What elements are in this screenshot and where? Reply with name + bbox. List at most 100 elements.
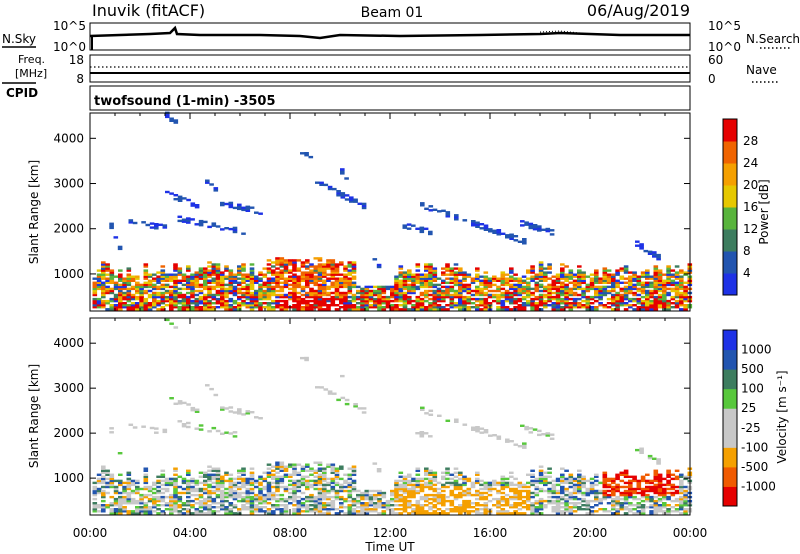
range-gate-cell xyxy=(143,306,149,309)
range-gate-cell xyxy=(509,293,514,297)
range-gate-cell xyxy=(683,512,688,515)
range-gate-cell xyxy=(521,287,527,291)
range-gate-cell xyxy=(619,299,625,303)
range-gate-cell xyxy=(190,204,196,207)
range-gate-cell xyxy=(101,477,106,481)
range-gate-cell xyxy=(402,277,408,280)
range-gate-cell xyxy=(211,273,217,276)
range-gate-cell xyxy=(653,479,659,483)
range-gate-cell xyxy=(445,469,450,472)
range-gate-cell xyxy=(432,512,438,515)
range-gate-cell xyxy=(147,306,153,309)
range-gate-cell xyxy=(109,475,115,478)
range-gate-cell xyxy=(589,277,595,280)
range-gate-cell xyxy=(530,271,535,274)
range-gate-cell xyxy=(249,295,255,299)
range-gate-cell xyxy=(173,295,178,299)
range-gate-cell xyxy=(453,271,459,274)
range-gate-cell xyxy=(317,495,323,499)
range-gate-cell xyxy=(101,289,106,293)
range-gate-cell xyxy=(496,297,501,301)
range-gate-cell xyxy=(313,279,319,282)
range-gate-cell xyxy=(589,487,595,491)
range-gate-cell xyxy=(521,489,527,493)
range-gate-cell xyxy=(623,293,629,297)
range-gate-cell xyxy=(326,308,331,311)
freq-right-tick-bottom: 0 xyxy=(708,72,716,86)
range-gate-cell xyxy=(169,495,174,499)
range-gate-cell xyxy=(445,263,450,266)
range-gate-cell xyxy=(611,477,616,481)
range-gate-cell xyxy=(453,281,459,284)
range-gate-cell xyxy=(279,469,285,472)
range-gate-cell xyxy=(322,275,327,278)
range-gate-cell xyxy=(606,281,612,284)
range-gate-cell xyxy=(347,485,353,489)
range-gate-cell xyxy=(271,493,276,497)
range-gate-cell xyxy=(411,508,416,511)
range-gate-cell xyxy=(462,504,467,507)
range-gate-cell xyxy=(402,295,408,299)
range-gate-cell xyxy=(453,481,459,485)
range-gate-cell xyxy=(275,471,280,474)
range-gate-cell xyxy=(662,273,667,276)
range-gate-cell xyxy=(177,504,183,507)
range-gate-cell xyxy=(237,302,242,305)
range-gate-cell xyxy=(143,469,149,472)
range-gate-cell xyxy=(398,512,404,515)
range-gate-cell xyxy=(679,269,684,272)
range-gate-cell xyxy=(194,489,200,493)
range-gate-cell xyxy=(126,477,132,481)
range-gate-cell xyxy=(224,304,229,307)
range-gate-cell xyxy=(309,499,314,503)
range-gate-cell xyxy=(215,302,221,305)
range-gate-cell xyxy=(547,291,552,295)
range-gate-cell xyxy=(343,506,348,509)
range-gate-cell xyxy=(428,269,433,272)
range-gate-cell xyxy=(186,281,191,284)
range-gate-cell xyxy=(135,508,140,511)
range-gate-cell xyxy=(623,265,629,268)
range-gate-cell xyxy=(611,285,616,289)
range-gate-cell xyxy=(373,497,378,501)
range-gate-cell xyxy=(402,508,408,511)
range-gate-cell xyxy=(113,510,119,513)
range-gate-cell xyxy=(330,295,336,299)
range-gate-cell xyxy=(445,287,450,291)
colorbar-segment xyxy=(723,251,737,274)
range-gate-cell xyxy=(475,508,480,511)
range-gate-cell xyxy=(483,483,489,487)
range-gate-cell xyxy=(649,495,654,499)
range-gate-cell xyxy=(262,295,268,299)
range-gate-cell xyxy=(160,475,166,478)
range-gate-cell xyxy=(679,487,684,491)
range-gate-cell xyxy=(483,224,489,227)
range-gate-cell xyxy=(368,291,374,295)
range-gate-cell xyxy=(353,198,358,201)
range-gate-cell xyxy=(149,226,155,229)
range-gate-cell xyxy=(530,279,535,282)
range-gate-cell xyxy=(203,285,208,289)
range-gate-cell xyxy=(215,265,221,268)
range-gate-cell xyxy=(611,287,616,291)
range-gate-cell xyxy=(530,506,535,509)
range-gate-cell xyxy=(228,508,234,511)
range-gate-cell xyxy=(351,487,357,491)
range-gate-cell xyxy=(479,291,484,295)
range-gate-cell xyxy=(526,491,531,495)
range-gate-cell xyxy=(296,473,302,476)
range-gate-cell xyxy=(190,302,195,305)
range-gate-cell xyxy=(657,306,663,309)
freq-right-tick-top: 60 xyxy=(708,53,723,67)
range-gate-cell xyxy=(487,499,493,503)
range-gate-cell xyxy=(224,508,229,511)
range-gate-cell xyxy=(640,271,646,274)
range-gate-cell xyxy=(353,405,358,408)
range-gate-cell xyxy=(432,510,438,513)
range-gate-cell xyxy=(390,289,395,293)
range-gate-cell xyxy=(670,510,676,513)
range-gate-cell xyxy=(130,489,136,493)
range-gate-cell xyxy=(143,304,149,307)
range-gate-cell xyxy=(670,273,676,276)
